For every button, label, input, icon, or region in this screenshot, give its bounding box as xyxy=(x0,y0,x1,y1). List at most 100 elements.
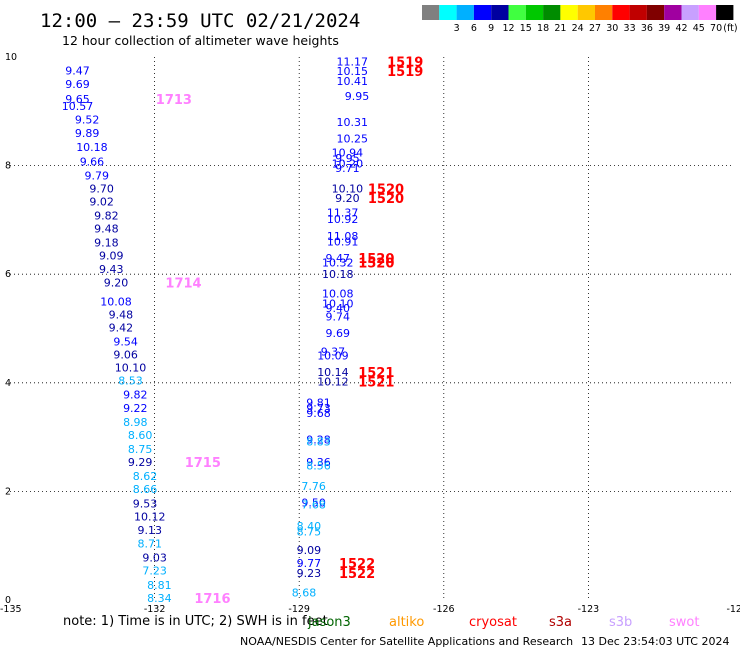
chart-subtitle: 12 hour collection of altimeter wave hei… xyxy=(62,33,339,48)
units-note: note: 1) Time is in UTC; 2) SWH is in fe… xyxy=(63,614,328,629)
swh-value-point: 10.20 xyxy=(332,157,364,170)
color-bin-label-12: 36 xyxy=(641,23,653,34)
swh-value-point: 8.83 xyxy=(306,435,331,448)
swh-value-point: 9.47 xyxy=(65,65,90,78)
swh-value-point: 9.95 xyxy=(345,90,370,103)
swh-value-point: 9.42 xyxy=(109,321,134,334)
color-bin-17 xyxy=(716,5,734,20)
swh-value-point: 10.41 xyxy=(336,75,368,88)
color-bin-label-4: 12 xyxy=(502,23,514,34)
color-bin-label-5: 15 xyxy=(520,23,532,34)
color-bin-2 xyxy=(456,5,474,20)
swh-value-point: 9.77 xyxy=(297,557,322,570)
color-bin-label-8: 24 xyxy=(572,23,584,34)
swh-value-point: 10.18 xyxy=(322,268,354,281)
pass-time-label: 1715 xyxy=(185,456,221,471)
pass-time-label: 1714 xyxy=(165,276,201,291)
swh-value-point: 10.10 xyxy=(115,362,147,375)
y-tick-label-0: 0 xyxy=(5,595,11,606)
swh-value-point: 7.68 xyxy=(301,498,326,511)
swh-value-point: 8.53 xyxy=(118,375,143,388)
color-bin-6 xyxy=(525,5,544,20)
y-tick-label-3: 6 xyxy=(5,269,11,280)
swh-value-point: 10.08 xyxy=(322,288,354,301)
swh-value-point: 9.53 xyxy=(133,497,158,510)
y-tick-label-5: 10 xyxy=(5,52,17,63)
color-bin-1 xyxy=(439,5,457,20)
color-bin-label-6: 18 xyxy=(537,23,549,34)
swh-value-point: 9.02 xyxy=(89,195,114,208)
legend-entry-s3a: s3a xyxy=(549,615,572,630)
color-bin-label-3: 9 xyxy=(488,23,494,34)
swh-value-point: 10.09 xyxy=(317,350,349,363)
color-bin-10 xyxy=(595,5,613,20)
swh-value-point: 9.03 xyxy=(142,552,167,565)
pass-time-label: 1520 xyxy=(358,256,394,271)
swh-value-point: 9.81 xyxy=(306,396,331,409)
swh-value-point: 10.31 xyxy=(336,116,368,129)
x-tick-label-0: -135 xyxy=(0,604,22,615)
chart-title: 12:00 – 23:59 UTC 02/21/2024 xyxy=(40,10,360,32)
swh-value-point: 9.29 xyxy=(128,456,153,469)
swh-value-point: 9.65 xyxy=(65,93,90,106)
swh-value-point: 10.25 xyxy=(336,132,368,145)
swh-value-point: 9.48 xyxy=(94,223,119,236)
swh-value-point: 8.66 xyxy=(133,483,158,496)
color-scale-bar: 3 6 9 12 15 18 21 24 27 30 33 36 39 42 45 70 (ft) xyxy=(422,5,738,34)
swh-value-point: 9.09 xyxy=(297,544,322,557)
color-bin-label-7: 21 xyxy=(554,23,566,34)
pass-time-labels: 1713171417151716151915191520152015201520… xyxy=(156,55,424,606)
swh-value-point: 9.82 xyxy=(94,210,119,223)
swh-value-point: 7.76 xyxy=(301,480,326,493)
color-bin-11 xyxy=(612,5,630,20)
legend-entry-swot: swot xyxy=(669,615,699,630)
swh-value-point: 9.89 xyxy=(75,127,100,140)
swh-value-point: 8.40 xyxy=(297,520,322,533)
swh-value-point: 10.15 xyxy=(336,65,368,78)
swh-value-point: 8.62 xyxy=(133,470,158,483)
y-tick-label-2: 4 xyxy=(5,378,11,389)
swh-value-point: 9.48 xyxy=(109,308,134,321)
color-bin-9 xyxy=(577,5,595,20)
swh-value-point: 9.36 xyxy=(306,456,331,469)
color-bin-label-10: 30 xyxy=(606,23,618,34)
swh-value-point: 9.95 xyxy=(335,152,360,165)
swh-value-point: 9.06 xyxy=(113,349,138,362)
x-tick-label-1: -132 xyxy=(144,604,166,615)
x-tick-label-5: -120 xyxy=(726,604,740,615)
swh-value-point: 10.94 xyxy=(332,147,364,160)
swh-value-point: 10.12 xyxy=(134,510,166,523)
color-bin-15 xyxy=(681,5,699,20)
pass-time-label: 1520 xyxy=(358,252,394,267)
swh-value-point: 9.09 xyxy=(99,250,124,263)
swh-value-point: 9.18 xyxy=(94,237,119,250)
color-bin-3 xyxy=(473,5,492,20)
swh-value-point: 9.66 xyxy=(80,155,105,168)
color-bin-7 xyxy=(543,5,561,20)
swh-value-point: 9.13 xyxy=(138,524,163,537)
swh-value-point: 10.92 xyxy=(327,213,359,226)
pass-time-label: 1519 xyxy=(387,65,423,80)
swh-value-point: 9.23 xyxy=(297,567,322,580)
x-tick-label-2: -129 xyxy=(288,604,310,615)
color-bin-label-13: 39 xyxy=(658,23,670,34)
swh-value-point: 9.20 xyxy=(335,192,360,205)
color-bin-12 xyxy=(629,5,647,20)
swh-value-point: 9.82 xyxy=(123,389,148,402)
pass-time-label: 1713 xyxy=(156,93,192,108)
color-bin-5 xyxy=(508,5,526,20)
swh-value-point: 8.75 xyxy=(297,526,322,539)
swh-value-point: 10.57 xyxy=(62,100,94,113)
color-bin-label-15: 45 xyxy=(693,23,705,34)
color-bin-label-14: 42 xyxy=(675,23,687,34)
color-bin-0 xyxy=(422,5,440,20)
swh-value-point: 9.28 xyxy=(306,433,331,446)
swh-value-point: 8.98 xyxy=(123,416,148,429)
pass-time-label: 1520 xyxy=(368,192,404,207)
pass-time-label: 1522 xyxy=(339,567,375,582)
swh-value-point: 8.81 xyxy=(147,579,172,592)
color-bin-label-11: 33 xyxy=(624,23,636,34)
footer-source: NOAA/NESDIS Center for Satellite Applica… xyxy=(240,635,573,648)
swh-value-point: 10.91 xyxy=(327,236,359,249)
swh-value-point: 10.32 xyxy=(322,256,354,269)
